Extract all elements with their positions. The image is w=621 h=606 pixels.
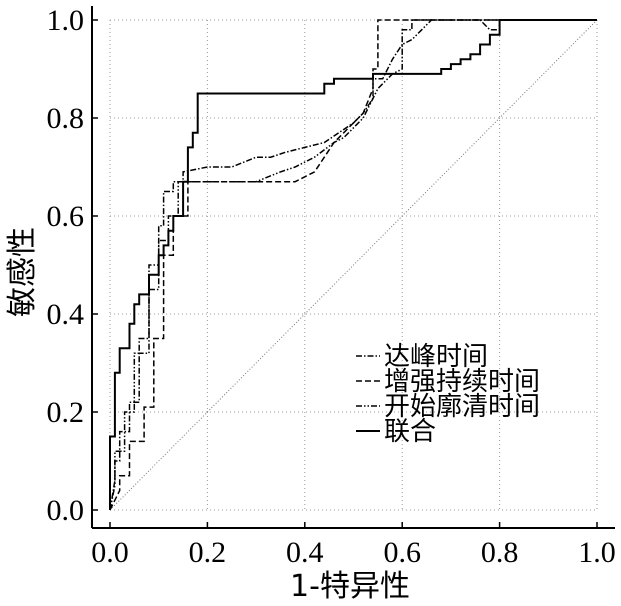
x-tick-label: 0.4	[286, 536, 324, 569]
x-tick-label: 0.2	[189, 536, 227, 569]
series-line-3	[109, 19, 597, 510]
legend-label-3: 联合	[384, 417, 436, 447]
legend-label-0: 达峰时间	[384, 342, 488, 372]
legend-label-1: 增强持续时间	[384, 367, 540, 397]
grid	[109, 19, 598, 511]
axes	[91, 6, 615, 529]
series-line-0	[109, 19, 597, 511]
x-tick-label: 0.6	[383, 536, 421, 569]
y-tick-label: 0.6	[47, 200, 85, 233]
y-tick-label: 0.2	[47, 396, 85, 429]
y-tick-labels: 0.0 0.2 0.4 0.6 0.8 1.0	[47, 4, 98, 527]
y-axis-title: 敏感性	[5, 227, 40, 317]
y-tick-label: 1.0	[47, 4, 85, 37]
y-tick-label: 0.8	[47, 102, 85, 135]
series-lines	[109, 19, 597, 511]
legend-label-2: 开始廓清时间	[384, 392, 540, 422]
reference-diagonal	[109, 19, 598, 511]
x-tick-label: 0.0	[91, 536, 129, 569]
x-axis-title: 1-特异性	[290, 569, 410, 604]
x-tick-label: 0.8	[481, 536, 519, 569]
x-tick-label: 1.0	[578, 536, 616, 569]
series-line-2	[109, 19, 597, 511]
y-tick-label: 0.4	[47, 298, 85, 331]
x-tick-labels: 0.0 0.2 0.4 0.6 0.8 1.0	[91, 522, 616, 569]
y-tick-label: 0.0	[47, 494, 85, 527]
